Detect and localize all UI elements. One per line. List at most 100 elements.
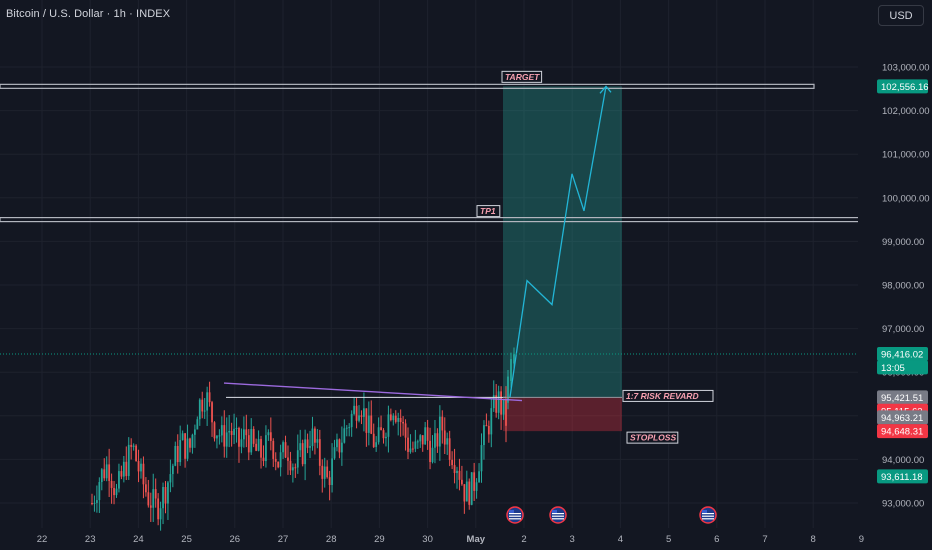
candle xyxy=(181,430,184,441)
candle xyxy=(291,463,294,483)
candle xyxy=(375,436,378,452)
candle xyxy=(465,470,468,502)
risk-reward-label[interactable]: 1:7 RISK REVARD xyxy=(622,389,714,402)
projection-arrowhead xyxy=(599,85,612,94)
candle xyxy=(228,415,231,448)
target-label[interactable]: TARGET xyxy=(501,70,543,83)
candle xyxy=(169,459,172,493)
candle xyxy=(105,456,108,482)
candle xyxy=(380,415,382,431)
candle xyxy=(402,416,405,436)
time-tick-label: 27 xyxy=(278,534,289,545)
candle xyxy=(186,424,189,462)
candle xyxy=(367,401,370,446)
time-axis[interactable]: 22 23 24 25 26 27 28 29 30 May 2 3 4 5 6 7 8 9 xyxy=(37,534,864,545)
candle xyxy=(108,448,111,497)
svg-text:96,416.02: 96,416.02 xyxy=(881,350,923,361)
candle xyxy=(98,477,101,514)
candle xyxy=(262,445,265,467)
candle xyxy=(184,432,186,468)
svg-text:94,648.31: 94,648.31 xyxy=(881,427,923,438)
candle xyxy=(473,462,476,502)
annotation-labels: TARGET TP1 1:7 RISK REVARD STOPLOSS xyxy=(476,70,714,444)
candle xyxy=(387,405,390,453)
candle xyxy=(252,426,255,448)
tp1-line[interactable] xyxy=(0,217,932,223)
candle xyxy=(426,419,429,450)
candle xyxy=(365,408,368,447)
us-flag-icon[interactable] xyxy=(699,506,717,524)
candle xyxy=(223,410,226,458)
price-tick-label: 101,000.00 xyxy=(882,150,930,161)
time-tick-label: 28 xyxy=(326,534,337,545)
us-flag-icon[interactable] xyxy=(549,506,567,524)
time-tick-label: May xyxy=(467,534,486,545)
profit-zone[interactable] xyxy=(503,86,622,398)
candle xyxy=(127,437,130,480)
price-tick-label: 93,000.00 xyxy=(882,499,924,510)
candle xyxy=(213,421,216,442)
candle xyxy=(267,429,270,441)
svg-text:13:05: 13:05 xyxy=(881,363,905,374)
tp1-label-text: TP1 xyxy=(480,206,496,216)
us-flag-icon[interactable] xyxy=(506,506,524,524)
currency-selector[interactable]: USD xyxy=(878,5,924,26)
stoploss-label[interactable]: STOPLOSS xyxy=(626,431,679,444)
target-line[interactable] xyxy=(0,83,815,89)
candle xyxy=(272,438,275,467)
candle xyxy=(343,419,346,444)
price-axis-label: 95,421.51 xyxy=(877,390,928,405)
candle xyxy=(179,425,182,466)
resistance-trendline[interactable] xyxy=(223,382,523,402)
candle xyxy=(296,434,299,474)
candle xyxy=(211,400,213,437)
candle xyxy=(394,410,397,424)
candle xyxy=(500,386,503,430)
price-axis-label: 102,556.16 xyxy=(877,79,929,94)
candle xyxy=(255,438,258,452)
candle xyxy=(431,435,434,464)
candle xyxy=(372,423,375,449)
event-markers xyxy=(506,506,717,524)
candle xyxy=(321,459,324,493)
time-tick-label: 24 xyxy=(133,534,144,545)
candle xyxy=(429,427,431,470)
candle xyxy=(91,493,93,506)
candle xyxy=(505,386,507,443)
projection-path[interactable] xyxy=(509,86,607,398)
candle xyxy=(122,455,125,483)
candle xyxy=(120,465,123,480)
symbol-title[interactable]: Bitcoin / U.S. Dollar · 1h · INDEX xyxy=(6,8,171,20)
svg-text:93,611.18: 93,611.18 xyxy=(881,472,923,483)
candle xyxy=(309,430,311,459)
candle xyxy=(279,444,282,477)
time-tick-label: 3 xyxy=(570,534,575,545)
candle xyxy=(193,424,196,448)
candle xyxy=(453,448,456,484)
candle xyxy=(389,408,392,422)
risk-reward-label-text: 1:7 RISK REVARD xyxy=(626,391,699,401)
candle xyxy=(269,417,272,451)
candle xyxy=(399,409,402,437)
candle xyxy=(299,429,302,458)
time-tick-label: 7 xyxy=(762,534,767,545)
tp1-label[interactable]: TP1 xyxy=(476,205,501,218)
candle xyxy=(284,435,287,459)
candle xyxy=(348,423,351,437)
candle xyxy=(176,434,179,474)
drawings xyxy=(0,85,858,402)
candle xyxy=(149,492,152,522)
candle xyxy=(95,485,98,513)
candle xyxy=(306,433,309,454)
candle xyxy=(174,441,177,467)
target-label-text: TARGET xyxy=(505,72,540,82)
candle xyxy=(233,413,235,444)
candle xyxy=(456,466,458,489)
loss-zone[interactable] xyxy=(503,397,622,432)
candle xyxy=(100,468,103,491)
candle xyxy=(443,417,446,455)
candle xyxy=(230,422,233,447)
candle xyxy=(147,479,150,508)
svg-text:94,963.21: 94,963.21 xyxy=(881,413,923,424)
